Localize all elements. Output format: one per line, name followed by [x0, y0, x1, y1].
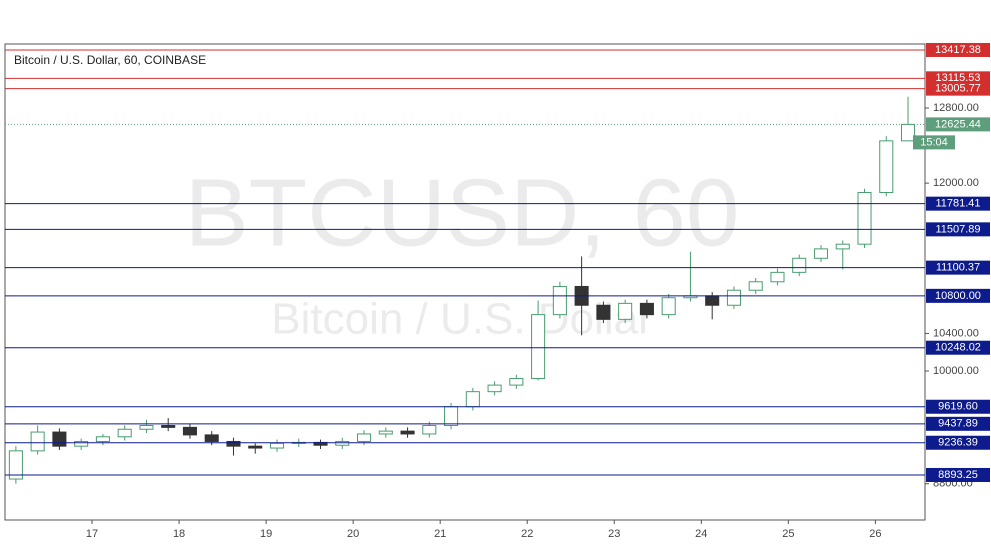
level-tag [926, 81, 990, 96]
candle-body [139, 424, 154, 430]
candle-body [204, 434, 219, 442]
level-label: 10248.02 [935, 342, 981, 354]
x-tick-label: 20 [347, 528, 359, 540]
level-label: 9437.89 [938, 418, 978, 430]
level-label: 9236.39 [938, 437, 978, 449]
candle-body [444, 406, 459, 426]
level-tag [926, 222, 990, 237]
candle-body [879, 140, 894, 194]
level-label: 11781.41 [935, 198, 980, 210]
candle-body [487, 384, 502, 393]
level-tag [926, 399, 990, 414]
candle-body [900, 123, 916, 142]
candle-body [726, 289, 741, 306]
x-tick-label: 22 [521, 528, 533, 540]
level-tag [926, 467, 990, 482]
level-label: 11100.37 [936, 262, 980, 274]
level-label: 10800.00 [935, 290, 981, 302]
level-tag [926, 435, 990, 450]
candle-body [95, 436, 110, 442]
last-price-tag [926, 117, 990, 132]
level-label: 8893.25 [938, 469, 978, 481]
x-tick-label: 25 [782, 528, 794, 540]
level-label: 13005.77 [935, 83, 981, 95]
candle-body [248, 445, 263, 449]
candle-body [357, 433, 372, 442]
candle-body [422, 424, 437, 435]
candle-body [618, 302, 633, 320]
level-label: 13417.38 [935, 44, 981, 56]
candle-body [748, 281, 763, 291]
watermark: BTCUSD, 60 [185, 159, 740, 266]
candle-body [552, 285, 567, 316]
countdown-label: 15:04 [920, 136, 948, 148]
level-label: 9619.60 [938, 401, 978, 413]
candle-body [813, 248, 829, 259]
candle-body [30, 431, 45, 452]
level-tag [926, 416, 990, 431]
candle-body [770, 271, 785, 283]
x-tick-label: 26 [869, 528, 881, 540]
candle-body [182, 426, 197, 436]
candle-body [52, 431, 67, 447]
y-tick-label: 12800.00 [933, 102, 979, 114]
candle-body [8, 450, 23, 480]
x-tick-label: 21 [434, 528, 446, 540]
level-tag [926, 288, 990, 303]
x-tick-label: 24 [695, 528, 707, 540]
candle-body [509, 378, 524, 386]
x-tick-label: 17 [86, 528, 98, 540]
level-label: 13115.53 [935, 72, 980, 84]
candle-body [269, 442, 285, 449]
candle-body [117, 428, 132, 438]
candle-body [465, 391, 480, 408]
candle-body [705, 295, 720, 306]
y-tick-label: 12000.00 [933, 177, 979, 189]
candle-body [857, 192, 872, 245]
level-tag [926, 260, 990, 275]
candle-body [161, 424, 176, 428]
chart-title: Bitcoin / U.S. Dollar, 60, COINBASE [14, 53, 206, 67]
y-tick-label: 10400.00 [933, 327, 979, 339]
watermark-sub: Bitcoin / U.S. Dollar [271, 295, 652, 344]
candle-body [74, 440, 89, 447]
candle-body [400, 430, 415, 435]
countdown-tag [913, 135, 955, 150]
plot-frame [4, 43, 926, 521]
candle-body [378, 430, 393, 435]
candle-body [835, 243, 850, 250]
candle-body [596, 304, 611, 320]
candle-body [226, 440, 241, 447]
candle-body [792, 257, 807, 273]
candle-body [335, 440, 350, 446]
candle-body [531, 314, 546, 380]
y-tick-label: 10000.00 [933, 365, 979, 377]
x-tick-label: 19 [260, 528, 272, 540]
level-tag [926, 196, 990, 211]
x-tick-label: 23 [608, 528, 620, 540]
candle-body [661, 297, 676, 316]
candle-body [639, 302, 654, 316]
x-tick-label: 18 [173, 528, 185, 540]
level-tag [926, 340, 990, 355]
level-label: 11507.89 [935, 223, 980, 235]
last-price-label: 12625.44 [935, 118, 981, 130]
level-tag [926, 42, 990, 57]
plot [5, 96, 925, 484]
